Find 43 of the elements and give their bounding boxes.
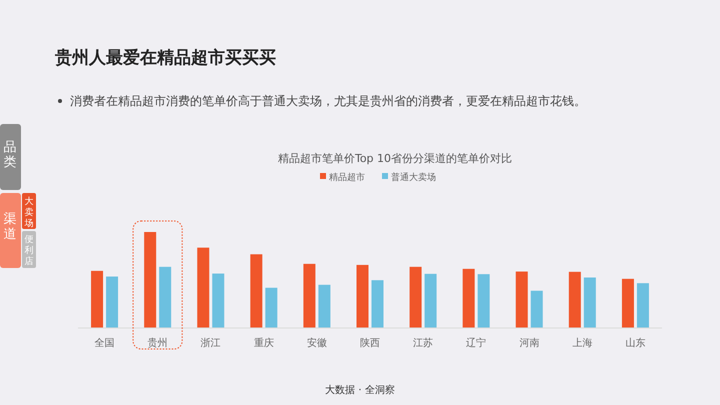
legend-label: 精品超市	[329, 172, 365, 183]
bar	[159, 266, 172, 328]
x-tick-label: 陕西	[360, 337, 380, 349]
text: 渠道	[4, 212, 16, 242]
text: 大卖场	[24, 196, 34, 229]
x-tick-label: 辽宁	[466, 337, 486, 349]
x-tick-label: 重庆	[254, 337, 274, 349]
text: 便利店	[24, 234, 34, 267]
x-tick-label: 山东	[625, 337, 646, 349]
text: 品类	[4, 140, 16, 170]
bar	[372, 280, 384, 328]
bar	[250, 254, 262, 328]
bar	[584, 278, 596, 328]
bar	[265, 288, 278, 328]
bar	[318, 284, 330, 328]
bar	[144, 232, 156, 328]
chart-title: 贵州人最爱在精品超市买买买	[54, 48, 276, 68]
bar	[530, 290, 543, 328]
x-tick-label: 河南	[519, 337, 540, 349]
text: 大数据 · 全洞察	[325, 384, 395, 396]
bar	[212, 274, 224, 328]
legend-label: 普通大卖场	[391, 172, 436, 183]
bar	[91, 270, 104, 328]
bar	[636, 283, 649, 328]
bar	[568, 272, 581, 328]
chart-subtitle: 消费者在精品超市消费的笔单价高于普通大卖场，尤其是贵州省的消费者，更爱在精品超市花钱。	[70, 94, 586, 108]
x-tick-label: 安徽	[306, 337, 327, 349]
x-tick-label: 浙江	[200, 337, 221, 349]
x-tick-label: 贵州	[148, 337, 168, 349]
text: 精品超市笔单价Top 10省份分渠道的笔单价对比	[278, 152, 512, 165]
bar	[516, 272, 528, 328]
bar	[303, 264, 316, 328]
bar	[424, 274, 437, 328]
bar	[622, 278, 634, 328]
bar	[478, 274, 490, 328]
bar	[410, 266, 422, 328]
bar	[462, 268, 475, 328]
x-tick-label: 上海	[572, 337, 592, 349]
bar	[197, 248, 210, 328]
bar	[356, 264, 368, 328]
bar	[106, 276, 118, 328]
x-tick-label: 全国	[94, 337, 115, 349]
x-tick-label: 江苏	[413, 337, 434, 349]
